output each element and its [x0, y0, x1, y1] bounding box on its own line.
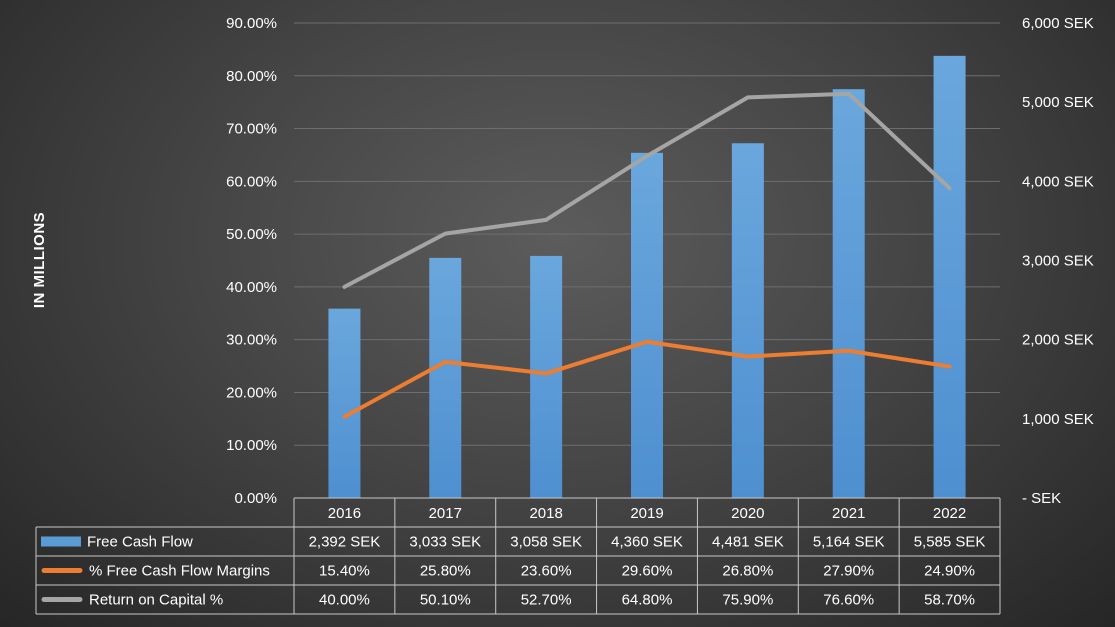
- left-tick-label: 20.00%: [226, 384, 277, 401]
- data-label: 40.00%: [319, 592, 370, 609]
- series-name: % Free Cash Flow Margins: [89, 563, 270, 580]
- data-label: 52.70%: [521, 592, 572, 609]
- data-label: 64.80%: [622, 592, 673, 609]
- bar: [731, 143, 764, 499]
- data-label: 5,164 SEK: [813, 534, 885, 551]
- data-label: 76.60%: [823, 592, 874, 609]
- right-axis-ticks: - SEK 1,000 SEK 2,000 SEK 3,000 SEK 4,000 SE…: [1022, 15, 1094, 507]
- series-name: Return on Capital %: [89, 592, 223, 609]
- category-label: 2017: [429, 505, 462, 522]
- y-axis-label: IN MILLIONS: [31, 212, 48, 308]
- data-label: 3,033 SEK: [409, 534, 481, 551]
- data-label: 24.90%: [924, 563, 975, 580]
- right-tick-label: 2,000 SEK: [1022, 332, 1094, 349]
- category-label: 2018: [529, 505, 562, 522]
- right-tick-label: 4,000 SEK: [1022, 173, 1094, 190]
- left-tick-label: 30.00%: [226, 332, 277, 349]
- category-label: 2016: [328, 505, 361, 522]
- data-label: 27.90%: [823, 563, 874, 580]
- category-label: 2020: [731, 505, 764, 522]
- data-label: 4,360 SEK: [611, 534, 683, 551]
- series-line: [342, 91, 952, 289]
- data-table: 2016 2017 2018 2019 2020 2021 2022 Free Cash Fl…: [35, 497, 1001, 615]
- bar: [429, 257, 462, 498]
- data-label: 75.90%: [722, 592, 773, 609]
- data-label: 50.10%: [420, 592, 471, 609]
- data-label: 5,585 SEK: [914, 534, 986, 551]
- left-tick-label: 90.00%: [226, 15, 277, 32]
- data-label: 15.40%: [319, 563, 370, 580]
- series-name: Free Cash Flow: [87, 534, 193, 551]
- left-axis-ticks: 0.00% 10.00% 20.00% 30.00% 40.00% 50.00% 60.00…: [226, 15, 277, 507]
- data-label: 25.80%: [420, 563, 471, 580]
- category-label: 2022: [933, 505, 966, 522]
- data-label: 4,481 SEK: [712, 534, 784, 551]
- right-tick-label: 1,000 SEK: [1022, 411, 1094, 428]
- bar: [832, 89, 865, 498]
- data-label: 29.60%: [622, 563, 673, 580]
- bar: [631, 152, 663, 499]
- data-label: 3,058 SEK: [510, 534, 582, 551]
- right-tick-label: 5,000 SEK: [1022, 94, 1094, 111]
- left-tick-label: 50.00%: [226, 226, 277, 243]
- bar: [933, 55, 966, 499]
- category-label: 2021: [832, 505, 865, 522]
- bar-series: [328, 55, 966, 499]
- left-tick-label: 40.00%: [226, 279, 277, 296]
- data-label: 58.70%: [924, 592, 975, 609]
- bar: [328, 308, 361, 498]
- series-line: [342, 339, 952, 419]
- category-label: 2019: [630, 505, 663, 522]
- legend-key: [41, 536, 81, 547]
- left-tick-label: 10.00%: [226, 437, 277, 454]
- left-tick-label: 60.00%: [226, 173, 277, 190]
- left-tick-label: 80.00%: [226, 68, 277, 85]
- right-tick-label: 3,000 SEK: [1022, 253, 1094, 270]
- data-label: 26.80%: [722, 563, 773, 580]
- right-tick-label: - SEK: [1022, 490, 1061, 507]
- data-label: 23.60%: [521, 563, 572, 580]
- right-tick-label: 6,000 SEK: [1022, 15, 1094, 32]
- line-series: [342, 91, 952, 419]
- left-tick-label: 70.00%: [226, 121, 277, 138]
- left-tick-label: 0.00%: [234, 490, 277, 507]
- bar: [530, 255, 563, 498]
- data-label: 2,392 SEK: [309, 534, 381, 551]
